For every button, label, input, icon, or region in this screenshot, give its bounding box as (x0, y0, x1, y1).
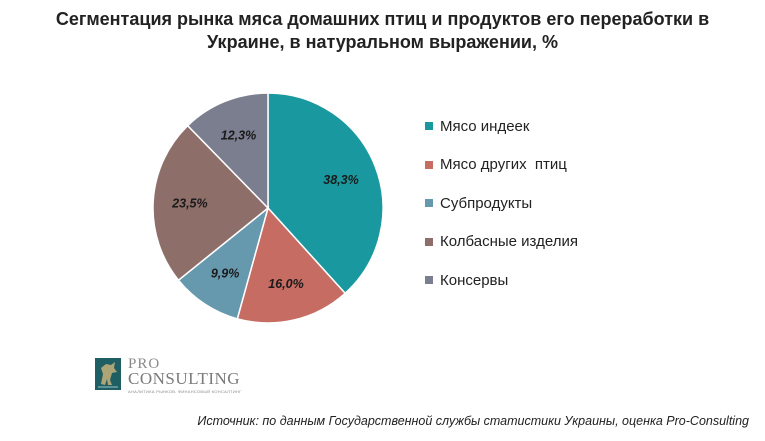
legend-label: Колбасные изделия (440, 233, 578, 251)
horse-emblem-icon (95, 358, 121, 390)
slice-label-offal: 9,9% (211, 266, 240, 280)
legend-swatch (425, 199, 433, 208)
legend-label: Консервы (440, 271, 509, 289)
legend-label: Субпродукты (440, 194, 533, 212)
legend-label: Мясо индеек (440, 117, 530, 135)
legend-item-canned: Консервы (425, 261, 578, 300)
pie-slice-canned (186, 92, 269, 210)
legend-swatch (425, 276, 433, 285)
pro-consulting-logo: PRO CONSULTING АНАЛИТИКА РЫНКОВ. ФИНАНСО… (95, 356, 245, 396)
legend-swatch (425, 122, 433, 131)
slice-label-other-poultry: 16,0% (268, 277, 303, 291)
chart-title-line-1: Сегментация рынка мяса домашних птиц и п… (55, 9, 710, 29)
legend-item-offal: Субпродукты (425, 184, 578, 223)
chart-legend: Мясо индеек Мясо других птиц Субпродукты Ко… (425, 107, 578, 300)
legend-item-other-poultry: Мясо других птиц (425, 146, 578, 185)
legend-label: Мясо других птиц (440, 156, 567, 174)
pie-slice-other-poultry (236, 206, 347, 324)
logo-pro-text: PRO (128, 356, 161, 372)
chart-title-line-2: Украине, в натуральном выражении, % (207, 32, 558, 52)
logo-consulting-text: CONSULTING (128, 369, 241, 388)
logo-tagline: АНАЛИТИКА РЫНКОВ. ФИНАНСОВЫЙ КОНСАЛТИНГ (128, 389, 242, 394)
pie-slice-offal (177, 205, 270, 320)
legend-swatch (425, 237, 433, 246)
pie-slice-turkey (267, 92, 384, 295)
legend-item-sausages: Колбасные изделия (425, 223, 578, 262)
legend-swatch (425, 160, 433, 169)
chart-title: Сегментация рынка мяса домашних птиц и п… (0, 8, 765, 54)
source-note: Источник: по данным Государственной служ… (197, 414, 749, 428)
slice-label-sausages: 23,5% (171, 196, 207, 210)
legend-item-turkey: Мясо индеек (425, 107, 578, 146)
pie-slice-sausages (152, 124, 270, 282)
slice-label-turkey: 38,3% (323, 173, 358, 187)
slice-label-canned: 12,3% (221, 129, 256, 143)
